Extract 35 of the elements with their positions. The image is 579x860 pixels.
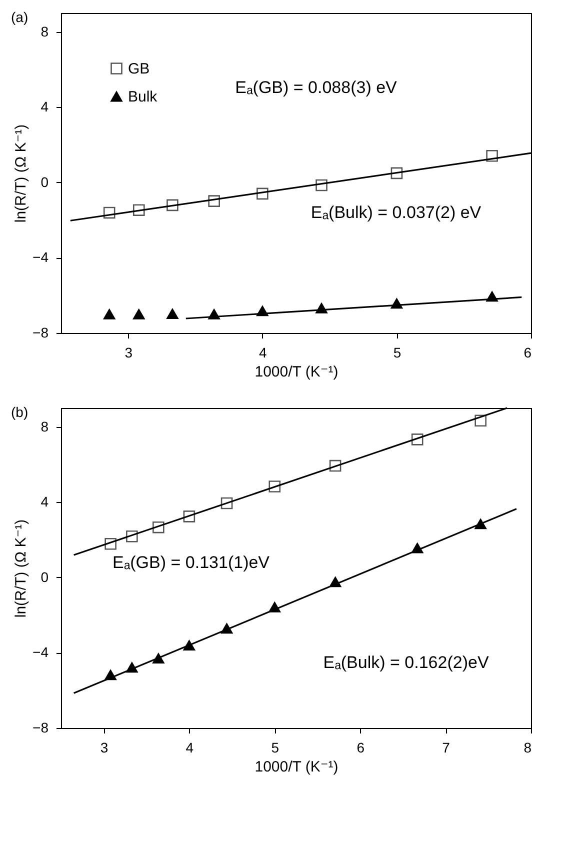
x-tick-label: 6 — [356, 740, 365, 756]
x-tick-label: 8 — [524, 740, 532, 756]
text: (a) — [11, 9, 28, 25]
x-axis-title: 1000/T (K⁻¹) — [254, 758, 338, 776]
point — [132, 308, 145, 320]
text: (b) — [11, 404, 28, 420]
x-tick-label: 3 — [100, 740, 108, 756]
annotation: Eₐ(Bulk) = 0.162(2)eV — [323, 653, 490, 672]
y-tick-label: 8 — [40, 418, 49, 434]
annotation: Eₐ(GB) = 0.131(1)eV — [112, 553, 270, 572]
x-tick-label: 7 — [442, 740, 450, 756]
y-tick-label: −4 — [32, 644, 49, 660]
y-tick-label: 0 — [40, 174, 49, 190]
y-tick-label: −8 — [32, 720, 49, 736]
annotation: Eₐ(Bulk) = 0.037(2) eV — [310, 203, 482, 222]
y-tick-label: 8 — [40, 23, 49, 40]
x-axis-title: 1000/T (K⁻¹) — [254, 364, 338, 380]
point — [103, 308, 116, 320]
x-tick-label: 4 — [259, 344, 268, 360]
x-tick-label: 5 — [393, 344, 402, 360]
y-axis-title: ln(R/T) (Ω K⁻¹) — [12, 519, 30, 618]
x-tick-label: 4 — [186, 740, 194, 756]
y-tick-label: 4 — [40, 494, 49, 510]
y-tick-label: −4 — [32, 249, 49, 266]
x-tick-label: 3 — [124, 344, 133, 360]
x-tick-label: 6 — [524, 344, 532, 360]
point — [166, 308, 178, 319]
y-tick-label: 4 — [40, 98, 49, 115]
annotation: Eₐ(GB) = 0.088(3) eV — [235, 78, 398, 97]
y-tick-label: −8 — [32, 324, 49, 340]
y-axis-title: ln(R/T) (Ω K⁻¹) — [12, 124, 30, 223]
y-tick-label: 0 — [40, 568, 49, 585]
legend-label: Bulk — [128, 88, 158, 106]
legend-label: GB — [128, 60, 150, 78]
x-tick-label: 5 — [271, 740, 280, 756]
